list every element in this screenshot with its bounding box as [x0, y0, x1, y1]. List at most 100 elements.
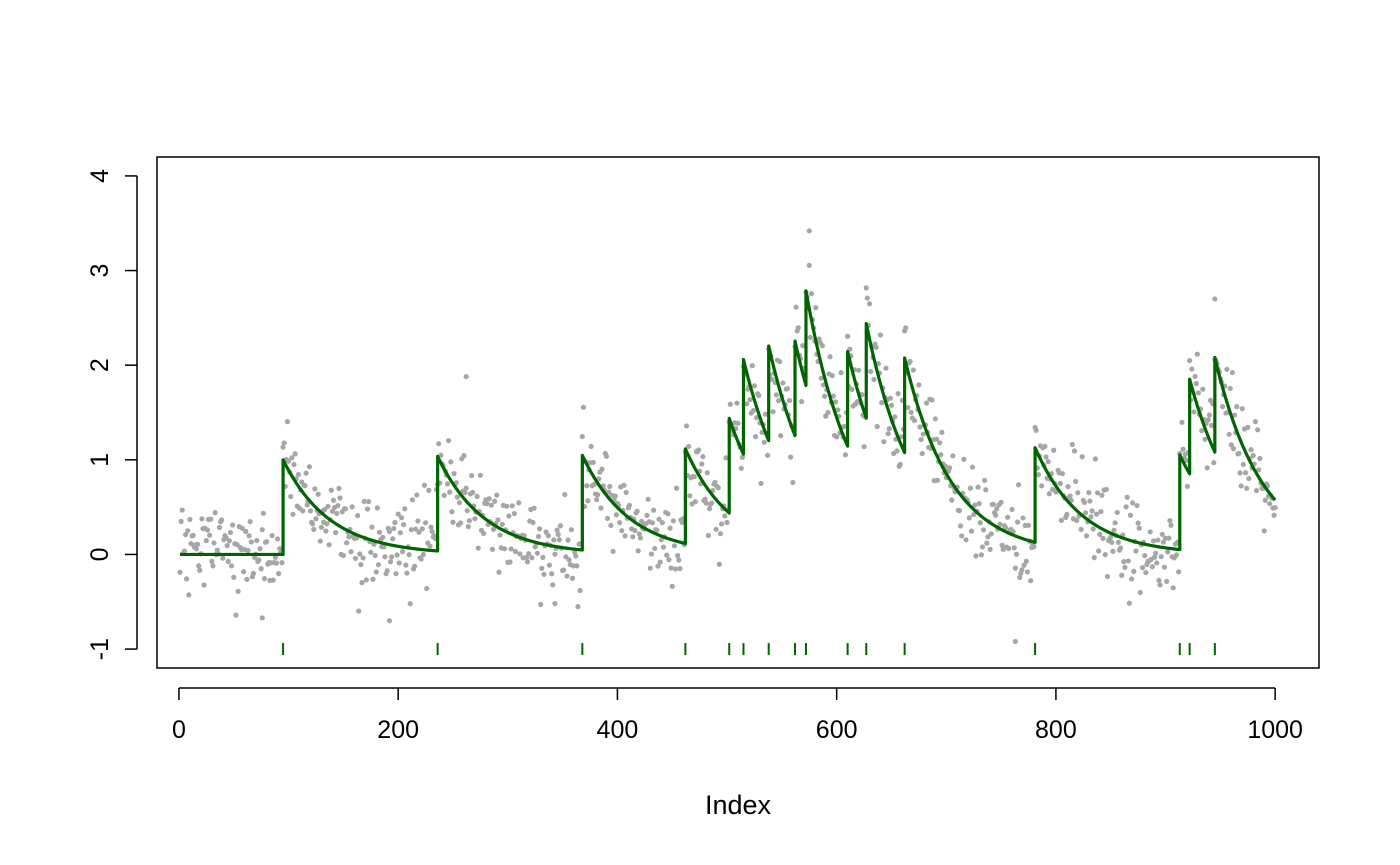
- scatter-point: [670, 518, 676, 524]
- scatter-point: [724, 519, 730, 526]
- scatter-point: [412, 563, 418, 569]
- scatter-point: [1078, 526, 1084, 533]
- scatter-point: [1224, 366, 1230, 372]
- scatter-point: [806, 228, 812, 234]
- scatter-point: [328, 487, 334, 493]
- scatter-point: [1173, 552, 1180, 558]
- scatter-point: [318, 524, 325, 530]
- scatter-point: [1019, 567, 1025, 573]
- scatter-point: [248, 539, 254, 545]
- scatter-point: [593, 496, 600, 503]
- scatter-point: [634, 508, 640, 514]
- scatter-point: [404, 570, 410, 576]
- scatter-point: [1006, 545, 1012, 552]
- scatter-point: [280, 444, 286, 450]
- x-axis-title: Index: [705, 790, 772, 820]
- scatter-point: [738, 465, 744, 471]
- scatter-point: [199, 516, 205, 522]
- scatter-point: [538, 601, 544, 608]
- scatter-point: [770, 409, 776, 415]
- scatter-point: [1250, 452, 1256, 459]
- scatter-point: [302, 483, 308, 489]
- scatter-point: [466, 518, 473, 524]
- scatter-point: [402, 506, 408, 512]
- scatter-point: [1088, 514, 1094, 520]
- scatter-point: [333, 529, 339, 536]
- scatter-point: [250, 570, 257, 576]
- scatter-point: [556, 537, 562, 543]
- scatter-point: [827, 354, 833, 360]
- scatter-point: [1046, 491, 1052, 497]
- scatter-point: [355, 513, 361, 519]
- scatter-point: [1227, 385, 1233, 392]
- scatter-point: [750, 407, 756, 414]
- scatter-point: [1165, 549, 1171, 555]
- scatter-point: [288, 493, 294, 500]
- scatter-point: [1090, 526, 1096, 532]
- scatter-point: [403, 562, 409, 568]
- scatter-point: [972, 502, 978, 508]
- scatter-point: [1127, 512, 1134, 518]
- scatter-point: [717, 531, 724, 537]
- scatter-point: [665, 511, 671, 517]
- scatter-point: [577, 587, 583, 594]
- scatter-point: [818, 375, 824, 381]
- scatter-point: [269, 532, 275, 539]
- scatter-point: [1013, 551, 1020, 557]
- scatter-point: [1126, 600, 1132, 606]
- scatter-point: [1159, 531, 1165, 537]
- scatter-point: [225, 558, 231, 564]
- scatter-point: [209, 558, 215, 565]
- scatter-point: [1219, 404, 1226, 410]
- scatter-point: [1150, 538, 1157, 544]
- scatter-point: [968, 528, 975, 534]
- scatter-point: [190, 532, 196, 539]
- y-tick-label: -1: [86, 638, 114, 660]
- scatter-point: [1192, 373, 1198, 380]
- scatter-point: [1242, 470, 1249, 476]
- scatter-point: [830, 393, 836, 399]
- scatter-point: [465, 524, 471, 530]
- scatter-point: [677, 566, 683, 572]
- scatter-point: [790, 479, 796, 486]
- scatter-point: [507, 559, 513, 565]
- scatter-point: [971, 511, 977, 518]
- scatter-point: [348, 549, 354, 555]
- scatter-point: [1142, 553, 1148, 559]
- scatter-point: [1231, 412, 1238, 418]
- scatter-point: [1229, 369, 1235, 376]
- scatter-point: [647, 565, 653, 571]
- scatter-point: [652, 545, 658, 552]
- scatter-point: [220, 555, 226, 561]
- scatter-point: [798, 398, 805, 405]
- scatter-point: [449, 509, 455, 515]
- scatter-point: [1115, 539, 1121, 546]
- scatter-point: [1110, 548, 1116, 554]
- scatter-point: [396, 560, 402, 566]
- scatter-point: [1021, 562, 1027, 568]
- scatter-point: [1206, 412, 1212, 418]
- scatter-point: [1147, 529, 1153, 535]
- scatter-point: [949, 497, 955, 503]
- scatter-point: [315, 491, 321, 497]
- scatter-point: [667, 525, 673, 531]
- scatter-point: [716, 561, 722, 567]
- x-tick-label: 1000: [1247, 716, 1303, 744]
- scatter-point: [342, 506, 349, 512]
- scatter-point: [702, 496, 708, 502]
- scatter-point: [374, 505, 380, 511]
- scatter-point: [920, 431, 926, 437]
- scatter-point: [1074, 517, 1080, 524]
- scatter-point: [382, 554, 388, 560]
- scatter-point: [1009, 506, 1015, 513]
- scatter-point: [511, 510, 517, 517]
- scatter-point: [375, 562, 382, 568]
- event-rug-layer: [282, 643, 1216, 656]
- scatter-point: [656, 516, 662, 522]
- scatter-point: [973, 553, 979, 559]
- scatter-point: [1179, 419, 1185, 425]
- scatter-point: [475, 545, 481, 551]
- scatter-point: [441, 492, 447, 498]
- scatter-point: [204, 527, 211, 533]
- y-axis: -1 0 1 2 3 4: [86, 169, 138, 660]
